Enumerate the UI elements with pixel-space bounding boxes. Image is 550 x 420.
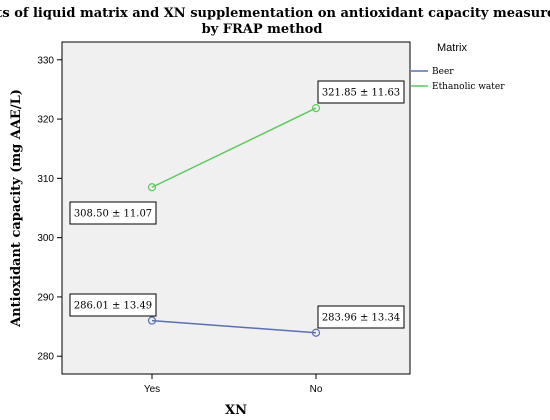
legend-title: Matrix xyxy=(437,42,467,54)
series-layer xyxy=(147,104,321,337)
legend: Matrix Beer Ethanolic water xyxy=(411,42,505,92)
legend-label: Beer xyxy=(432,67,454,77)
data-label-box xyxy=(317,80,405,104)
chart-title-line1: Effects of liquid matrix and XN suppleme… xyxy=(0,6,550,21)
chart-title-line2: by FRAP method xyxy=(202,22,323,37)
series-line-0 xyxy=(151,319,317,334)
data-label-box xyxy=(317,305,405,329)
data-label: 286.01 ± 13.49 xyxy=(74,301,152,312)
data-label-layer: 286.01 ± 13.49 283.96 ± 13.34 308.50 ± 11.… xyxy=(69,80,405,329)
y-axis-title: Antioxidant capacity (mg AAE/L) xyxy=(9,89,24,328)
x-axis-title: XN xyxy=(225,403,247,418)
y-tick-label: 320 xyxy=(37,115,54,126)
y-tick-label: 330 xyxy=(37,55,54,66)
data-label: 283.96 ± 13.34 xyxy=(322,313,400,324)
data-label-box xyxy=(69,201,157,225)
data-label: 321.85 ± 11.63 xyxy=(322,88,400,99)
data-point xyxy=(311,104,321,113)
series-line-1 xyxy=(151,107,317,188)
data-point xyxy=(311,328,321,337)
y-tick-label: 280 xyxy=(37,352,54,363)
data-point xyxy=(147,316,157,325)
x-tick-label: No xyxy=(310,384,323,395)
x-tick-label: Yes xyxy=(144,384,160,395)
x-axis: Yes No xyxy=(144,374,323,395)
data-point xyxy=(147,183,157,192)
data-label: 308.50 ± 11.07 xyxy=(74,209,152,220)
y-tick-label: 290 xyxy=(37,292,54,303)
data-label-box xyxy=(69,293,157,317)
y-axis: 280 290 300 310 320 330 xyxy=(37,55,62,363)
y-tick-label: 300 xyxy=(37,233,54,244)
legend-label: Ethanolic water xyxy=(432,82,505,92)
y-tick-label: 310 xyxy=(37,174,54,185)
